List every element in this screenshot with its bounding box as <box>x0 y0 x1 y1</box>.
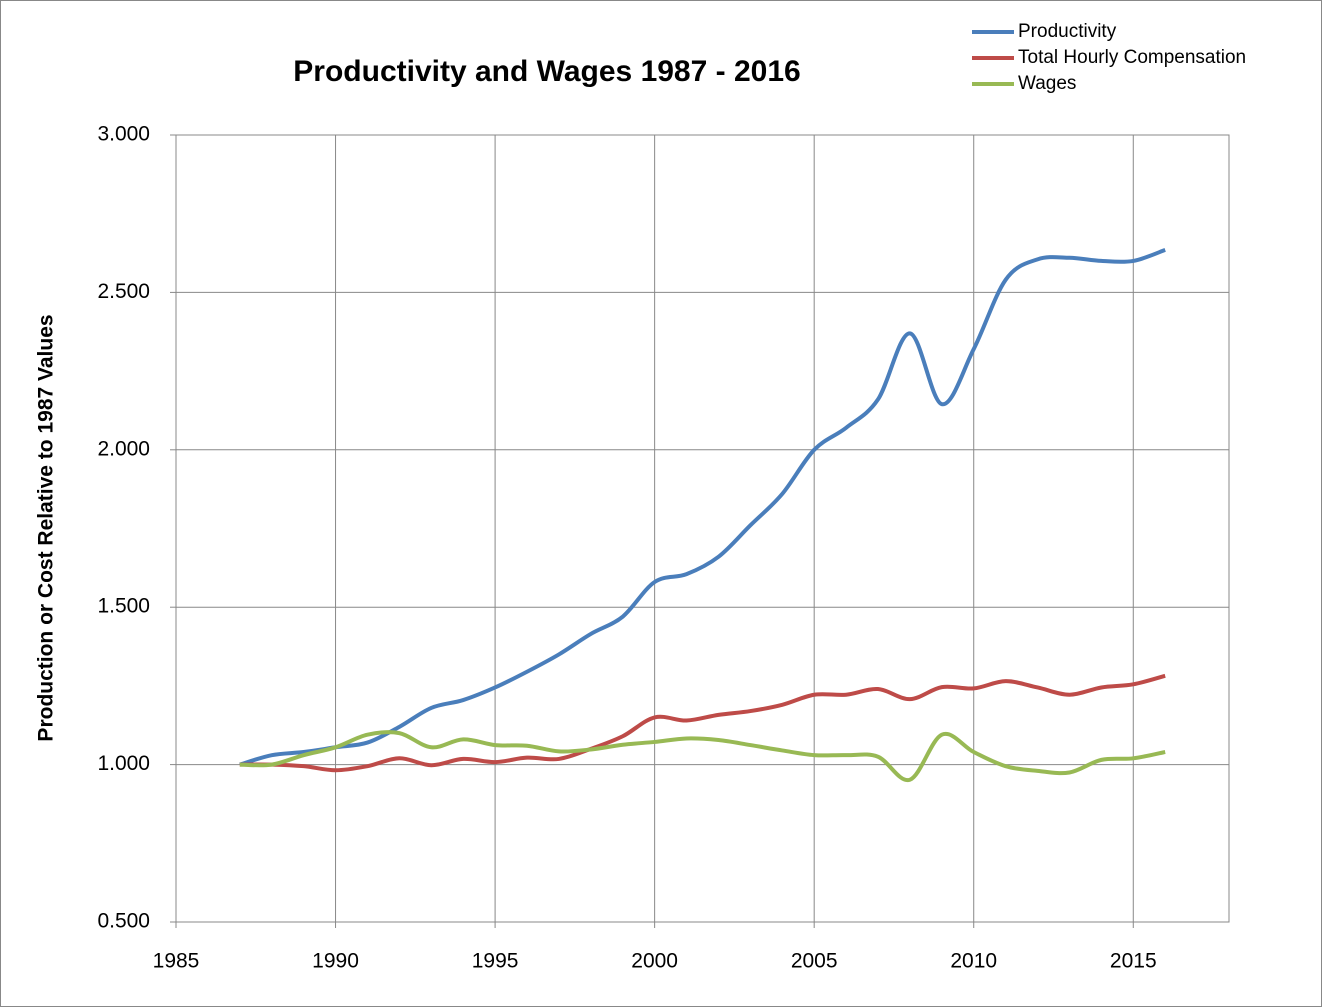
data-line <box>239 730 1166 782</box>
x-tick-label: 1985 <box>153 950 200 973</box>
y-axis-label: Production or Cost Relative to 1987 Valu… <box>35 314 58 741</box>
y-tick-label: 2.500 <box>97 280 150 303</box>
y-tick-label: 2.000 <box>97 437 150 460</box>
y-tick-label: 1.500 <box>97 595 150 618</box>
chart-title: Productivity and Wages 1987 - 2016 <box>293 55 800 88</box>
legend-label: Total Hourly Compensation <box>1018 47 1246 68</box>
plot-area <box>175 134 1230 923</box>
data-line <box>239 673 1166 773</box>
y-tick-label: 3.000 <box>97 123 150 146</box>
x-tick-label: 1995 <box>472 950 519 973</box>
x-tick-label: 2010 <box>950 950 997 973</box>
y-tick-label: 0.500 <box>97 910 150 933</box>
y-tick-label: 1.000 <box>97 752 150 775</box>
x-tick-label: 2000 <box>631 950 678 973</box>
x-tick-label: 2015 <box>1110 950 1157 973</box>
x-tick-label: 2005 <box>791 950 838 973</box>
x-tick-label: 1990 <box>312 950 359 973</box>
legend-label: Productivity <box>1018 21 1117 42</box>
legend-label: Wages <box>1018 73 1076 94</box>
data-line <box>239 248 1166 767</box>
